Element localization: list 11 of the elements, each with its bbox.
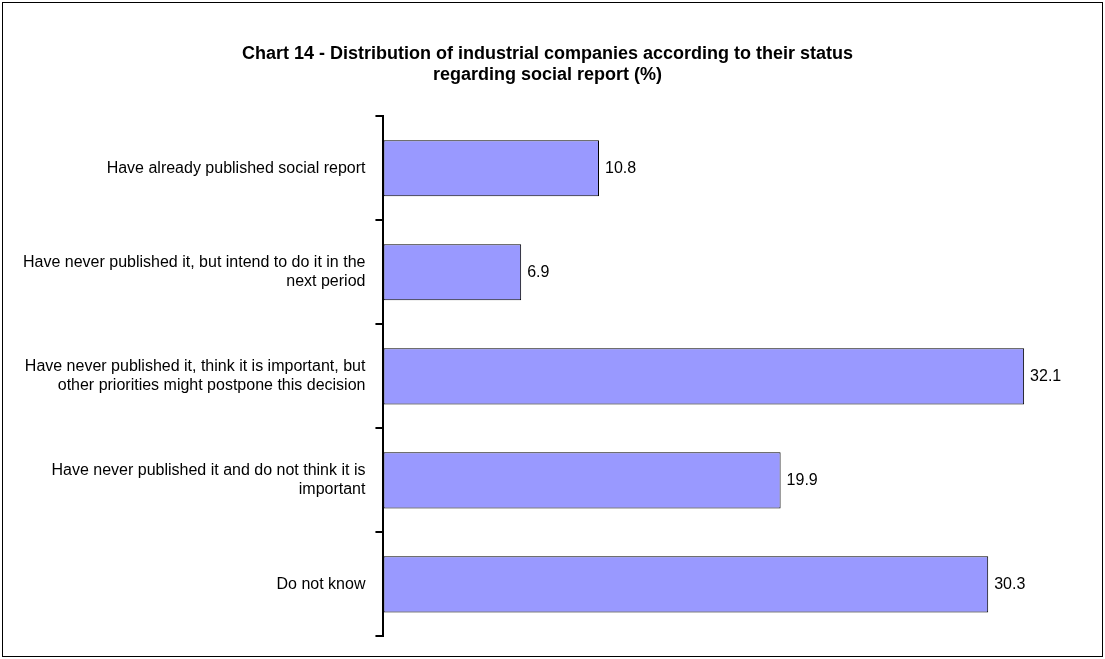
y-tick-label: Have already published social report	[106, 158, 366, 176]
data-label: 10.8	[605, 158, 637, 176]
y-tick-label: Have never published it and do not think it is important	[51, 461, 366, 498]
y-tick-label: Have never published it, think it is important, but other priorities might postpone this decision	[24, 357, 366, 394]
chart-title: Chart 14 - Distribution of industrial companies according to their status regarding social report (%)	[241, 42, 854, 85]
data-label: 6.9	[527, 262, 550, 280]
data-label: 30.3	[994, 574, 1026, 592]
data-label: 32.1	[1030, 366, 1062, 384]
y-tick-label: Have never published it, but intend to do it in the next period	[22, 253, 366, 290]
data-label: 19.9	[786, 470, 818, 488]
y-tick-label: Do not know	[276, 574, 366, 592]
